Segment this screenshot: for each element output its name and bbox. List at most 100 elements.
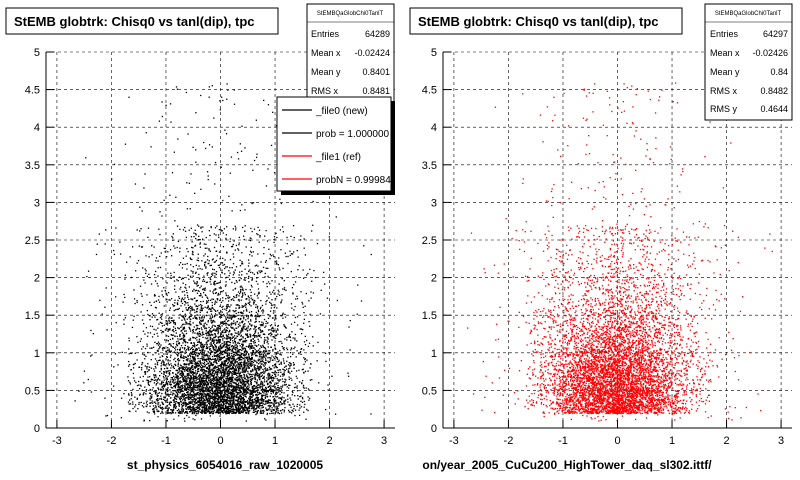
- left-point: [248, 397, 250, 400]
- left-point: [247, 361, 250, 363]
- left-point: [246, 392, 248, 395]
- left-point: [226, 364, 228, 367]
- left-point: [183, 363, 185, 366]
- left-point: [220, 363, 223, 365]
- left-point: [238, 407, 240, 409]
- left-point: [221, 269, 223, 271]
- left-point: [196, 299, 198, 302]
- left-point: [171, 172, 174, 174]
- left-point: [203, 402, 205, 404]
- left-point: [136, 336, 138, 338]
- left-point: [192, 360, 194, 362]
- left-point: [206, 311, 208, 313]
- left-point: [257, 297, 259, 299]
- left-point: [233, 328, 235, 330]
- left-point: [226, 252, 228, 254]
- left-point: [267, 374, 269, 376]
- left-point: [245, 345, 248, 348]
- left-point: [191, 371, 193, 374]
- left-point: [182, 408, 184, 410]
- left-point: [216, 362, 218, 365]
- left-point: [260, 358, 262, 360]
- left-point: [219, 327, 222, 329]
- left-point: [281, 378, 284, 380]
- left-point: [206, 411, 208, 413]
- left-point: [300, 348, 302, 351]
- left-point: [221, 271, 223, 273]
- left-point: [264, 368, 266, 370]
- left-point: [169, 360, 171, 362]
- left-point: [276, 236, 278, 239]
- left-point: [174, 247, 176, 249]
- left-point: [293, 367, 295, 369]
- left-point: [229, 395, 231, 397]
- left-point: [157, 404, 159, 406]
- left-point: [320, 289, 322, 291]
- left-point: [245, 391, 247, 394]
- left-point: [253, 342, 255, 344]
- left-point: [193, 387, 195, 389]
- left-point: [208, 402, 210, 404]
- left-point: [263, 355, 265, 357]
- left-point: [186, 374, 189, 377]
- left-point: [255, 264, 258, 266]
- left-point: [253, 389, 255, 392]
- left-point: [157, 285, 159, 287]
- left-point: [209, 370, 212, 373]
- left-point: [205, 327, 208, 330]
- left-point: [143, 402, 145, 405]
- left-point: [253, 367, 256, 369]
- left-point: [276, 382, 278, 384]
- left-point: [188, 407, 191, 409]
- left-point: [233, 381, 235, 383]
- left-point: [201, 381, 203, 383]
- left-point: [233, 299, 235, 302]
- left-point: [188, 339, 190, 341]
- left-point: [236, 379, 238, 381]
- left-point: [192, 389, 194, 391]
- left-point: [243, 367, 245, 369]
- left-point: [220, 356, 222, 359]
- left-point: [291, 379, 293, 381]
- left-point: [267, 317, 270, 320]
- left-point: [219, 335, 222, 337]
- left-point: [208, 86, 211, 88]
- left-point: [176, 302, 179, 304]
- left-point: [200, 345, 202, 347]
- left-point: [273, 404, 275, 406]
- left-point: [224, 386, 226, 388]
- left-point: [218, 368, 220, 371]
- left-point: [230, 396, 233, 399]
- left-point: [200, 344, 202, 346]
- left-point: [239, 389, 241, 391]
- left-point: [161, 290, 163, 292]
- left-point: [235, 372, 237, 374]
- left-point: [134, 302, 136, 305]
- left-point: [273, 399, 275, 401]
- left-point: [164, 364, 166, 366]
- left-point: [207, 333, 209, 335]
- left-point: [222, 337, 224, 339]
- left-point: [214, 300, 216, 302]
- left-point: [194, 402, 196, 404]
- left-point: [231, 403, 233, 405]
- left-point: [240, 312, 243, 314]
- left-point: [201, 231, 203, 233]
- left-point: [196, 366, 198, 368]
- left-point: [196, 348, 198, 351]
- left-point: [192, 275, 194, 277]
- left-point: [219, 386, 221, 388]
- left-point: [336, 299, 339, 302]
- left-point: [273, 306, 276, 309]
- left-point: [231, 385, 233, 387]
- left-point: [218, 354, 220, 356]
- left-point: [215, 381, 218, 383]
- left-point: [175, 364, 177, 367]
- left-point: [157, 275, 159, 277]
- left-point: [226, 399, 228, 401]
- left-point: [202, 411, 204, 413]
- left-point: [187, 388, 189, 390]
- left-point: [229, 258, 232, 261]
- left-point: [187, 304, 189, 306]
- left-point: [206, 301, 208, 303]
